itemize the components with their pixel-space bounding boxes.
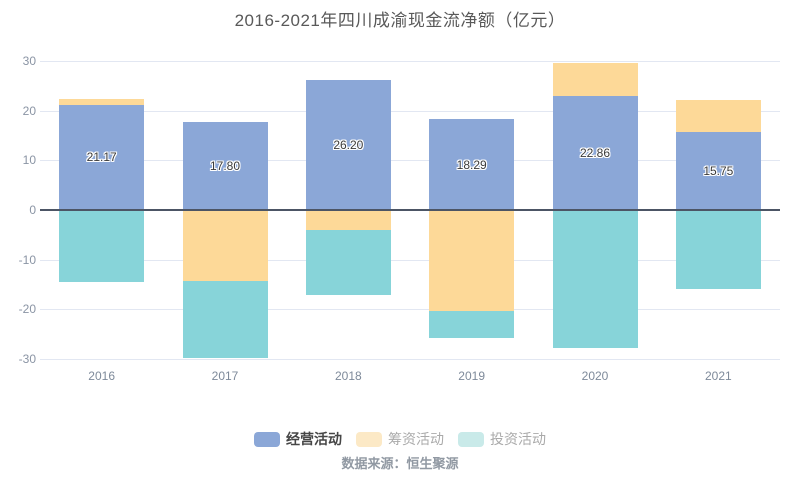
bar-segment-筹资活动[interactable] bbox=[429, 210, 515, 311]
gridline bbox=[40, 259, 780, 261]
y-axis-tick-label: 0 bbox=[29, 203, 36, 217]
bar-segment-经营活动[interactable] bbox=[182, 121, 268, 210]
legend-item-投资活动[interactable]: 投资活动 bbox=[458, 429, 546, 449]
bar-segment-经营活动[interactable] bbox=[429, 119, 515, 210]
legend-item-label: 投资活动 bbox=[490, 431, 546, 447]
bar-value-label: 22.86 bbox=[579, 146, 611, 161]
y-axis-tick-label: 10 bbox=[22, 153, 36, 168]
bar-segment-投资活动[interactable] bbox=[59, 210, 145, 282]
gridline bbox=[40, 359, 780, 361]
bar-segment-投资活动[interactable] bbox=[429, 310, 515, 339]
chart-title: 2016-2021年四川成渝现金流净额（亿元） bbox=[234, 11, 566, 30]
data-source-label: 数据来源：恒生聚源 bbox=[341, 456, 459, 471]
bar-segment-投资活动[interactable] bbox=[305, 230, 391, 295]
bar-segment-经营活动[interactable] bbox=[59, 104, 145, 210]
bar-segment-筹资活动[interactable] bbox=[305, 210, 391, 231]
bar-segment-经营活动[interactable] bbox=[675, 131, 761, 210]
zero-axis-line bbox=[40, 209, 780, 211]
bar-value-label: 21.17 bbox=[86, 150, 117, 165]
x-axis-label: 2016 bbox=[88, 369, 115, 383]
bar-segment-筹资活动[interactable] bbox=[59, 98, 145, 105]
bar-segment-筹资活动[interactable] bbox=[182, 210, 268, 281]
bar-value-label: 17.80 bbox=[209, 158, 241, 173]
bar-segment-投资活动[interactable] bbox=[675, 210, 761, 289]
legend-item-label: 经营活动 bbox=[286, 431, 342, 447]
gridline bbox=[40, 110, 780, 112]
gridline bbox=[40, 60, 780, 62]
gridline bbox=[40, 160, 780, 162]
y-axis-tick-label: -30 bbox=[18, 352, 36, 367]
bar-value-label: 15.75 bbox=[703, 163, 734, 178]
bar-segment-经营活动[interactable] bbox=[552, 96, 638, 210]
legend-marker-icon bbox=[254, 431, 280, 447]
plot-area: 30 20 10 0 -10 -20 -30 2016 21.17 2017 17.80 2018 26… bbox=[18, 53, 780, 383]
legend-marker-icon bbox=[356, 431, 382, 447]
legend-item-经营活动[interactable]: 经营活动 bbox=[254, 429, 342, 449]
y-axis-tick-label: 20 bbox=[22, 103, 36, 118]
bar-segment-经营活动[interactable] bbox=[305, 79, 391, 210]
bar-segment-筹资活动[interactable] bbox=[675, 100, 761, 132]
y-axis-tick-label: 30 bbox=[22, 53, 36, 68]
bar-value-label: 26.20 bbox=[333, 137, 364, 152]
legend-item-label: 筹资活动 bbox=[388, 431, 444, 447]
bar-segment-投资活动[interactable] bbox=[182, 280, 268, 358]
x-axis-label: 2019 bbox=[458, 369, 485, 383]
x-axis-label: 2021 bbox=[704, 369, 732, 383]
y-axis-tick-label: -20 bbox=[18, 302, 36, 317]
legend-marker-icon bbox=[458, 431, 484, 447]
y-axis-tick-label: -10 bbox=[18, 252, 36, 267]
x-axis-label: 2017 bbox=[211, 369, 239, 383]
gridline bbox=[40, 309, 780, 311]
x-axis-label: 2018 bbox=[334, 369, 362, 383]
x-axis-label: 2020 bbox=[581, 369, 609, 383]
legend: 经营活动 筹资活动 投资活动 bbox=[0, 429, 800, 449]
legend-item-筹资活动[interactable]: 筹资活动 bbox=[356, 429, 444, 449]
bar-segment-筹资活动[interactable] bbox=[552, 62, 638, 97]
bar-segment-投资活动[interactable] bbox=[552, 210, 638, 349]
bar-value-label: 18.29 bbox=[456, 157, 487, 172]
